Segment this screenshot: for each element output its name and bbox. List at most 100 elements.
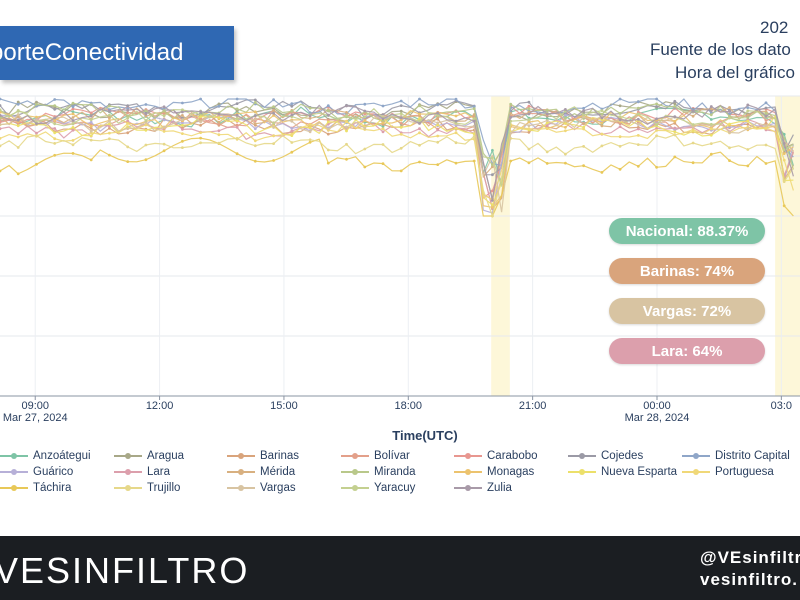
series-point: [144, 158, 148, 162]
series-point: [782, 204, 786, 208]
series-point: [636, 164, 640, 168]
series-point: [655, 165, 658, 169]
series-point: [0, 114, 2, 117]
series-point: [709, 152, 713, 156]
series-point: [89, 103, 93, 106]
series-point: [746, 127, 750, 130]
legend-item[interactable]: Monagas: [454, 464, 534, 480]
series-point: [472, 107, 476, 111]
x-tick-date-label: Mar 27, 2024: [3, 412, 68, 424]
series-point: [144, 109, 148, 112]
legend-item[interactable]: Zulia: [454, 480, 512, 496]
series-point: [16, 172, 20, 176]
series-point: [144, 128, 148, 132]
series-point: [16, 113, 20, 116]
series-point: [217, 102, 221, 106]
legend-item[interactable]: Táchira: [0, 480, 72, 496]
series-point: [235, 137, 239, 140]
series-point: [71, 128, 75, 132]
series-point: [728, 109, 731, 113]
footer-handle[interactable]: @VEsinfiltr: [700, 548, 800, 567]
series-line: [0, 99, 794, 176]
series-point: [618, 167, 622, 171]
legend-item[interactable]: Carabobo: [454, 448, 538, 464]
info-source: Fuente de los dato: [650, 40, 791, 59]
series-point: [308, 111, 312, 115]
series-point: [235, 109, 239, 113]
series-point: [454, 161, 458, 165]
series-point: [290, 113, 294, 117]
x-axis-label: Time(UTC): [392, 428, 457, 443]
legend-item[interactable]: Mérida: [227, 464, 295, 480]
series-point: [399, 104, 403, 107]
legend-item[interactable]: Anzoátegui: [0, 448, 91, 464]
series-point: [746, 106, 750, 109]
legend-swatch: [0, 483, 28, 493]
series-point: [217, 133, 221, 137]
series-point: [436, 103, 440, 107]
series-point: [89, 111, 93, 115]
series-point: [454, 126, 458, 130]
series-point: [491, 206, 494, 209]
series-point: [472, 105, 476, 109]
series-point: [618, 112, 622, 115]
legend-swatch: [454, 451, 482, 461]
series-point: [673, 126, 677, 130]
legend-item[interactable]: Barinas: [227, 448, 299, 464]
series-point: [162, 149, 166, 153]
legend-item[interactable]: Bolívar: [341, 448, 410, 464]
series-point: [564, 152, 567, 156]
legend-item[interactable]: Distrito Capital: [682, 448, 790, 464]
legend-swatch: [227, 483, 255, 493]
series-point: [253, 132, 257, 136]
legend-item[interactable]: Vargas: [227, 480, 296, 496]
series-point: [636, 117, 640, 121]
series-point: [345, 157, 348, 161]
legend-item[interactable]: Lara: [114, 464, 170, 480]
series-point: [0, 104, 2, 107]
series-point: [582, 164, 585, 168]
legend-label: Barinas: [260, 450, 299, 462]
series-point: [746, 122, 750, 126]
series-point: [472, 117, 476, 121]
legend-item[interactable]: Trujillo: [114, 480, 180, 496]
series-point: [655, 134, 658, 138]
legend-swatch: [568, 467, 596, 477]
legend-label: Portuguesa: [715, 466, 774, 478]
legend-swatch: [341, 483, 369, 493]
series-point: [491, 214, 494, 218]
series-point: [199, 97, 203, 101]
series-point: [181, 139, 184, 143]
series-point: [527, 161, 531, 165]
series-point: [600, 171, 604, 174]
series-point: [491, 199, 494, 202]
series-line: [0, 109, 794, 209]
series-point: [582, 106, 585, 110]
series-point: [545, 127, 549, 130]
series-point: [181, 146, 184, 150]
legend-item[interactable]: Guárico: [0, 464, 73, 480]
series-point: [0, 127, 2, 131]
legend-label: Nueva Esparta: [601, 466, 678, 478]
legend-item[interactable]: Nueva Esparta: [568, 464, 678, 480]
legend-label: Yaracuy: [374, 482, 416, 494]
series-point: [144, 112, 148, 116]
legend-item[interactable]: Portuguesa: [682, 464, 774, 480]
series-point: [235, 123, 239, 127]
legend-label: Táchira: [33, 482, 72, 494]
series-point: [35, 122, 38, 126]
series-point: [363, 115, 367, 119]
legend-item[interactable]: Aragua: [114, 448, 184, 464]
series-point: [764, 101, 768, 105]
series-point: [144, 143, 148, 147]
legend-item[interactable]: Yaracuy: [341, 480, 416, 496]
series-point: [181, 110, 184, 114]
series-point: [71, 119, 75, 122]
series-point: [272, 126, 275, 129]
series-point: [108, 113, 111, 117]
legend-item[interactable]: Miranda: [341, 464, 416, 480]
footer-site[interactable]: vesinfiltro.: [700, 570, 798, 589]
series-point: [691, 114, 695, 118]
legend-item[interactable]: Cojedes: [568, 448, 643, 464]
series-point: [126, 131, 130, 135]
